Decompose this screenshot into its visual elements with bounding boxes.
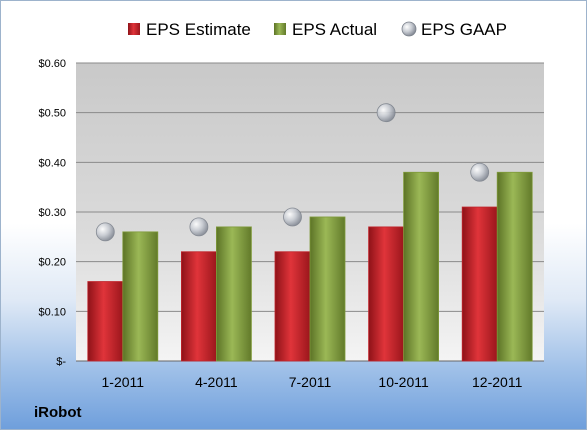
- legend-eps-actual-swatch: [274, 23, 286, 35]
- y-tick-label: $0.40: [38, 157, 66, 169]
- legend: EPS Estimate EPS Actual EPS GAAP: [128, 20, 507, 39]
- eps-gaap-marker: [283, 207, 302, 227]
- bars: [87, 171, 533, 362]
- y-tick-label: $0.30: [38, 207, 66, 219]
- eps-actual-bar: [403, 171, 440, 362]
- x-tick-label: 4-2011: [195, 374, 238, 390]
- eps-gaap-marker: [470, 162, 490, 182]
- eps-gaap-marker: [376, 103, 396, 123]
- eps-estimate-bar: [274, 251, 311, 362]
- x-tick-label: 10-2011: [378, 374, 429, 390]
- eps-actual-bar: [309, 216, 346, 362]
- y-tick-label: $0.10: [38, 306, 66, 318]
- eps-estimate-bar: [180, 251, 217, 362]
- legend-eps-actual: EPS Actual: [274, 20, 377, 39]
- x-tick-label: 1-2011: [102, 374, 145, 390]
- eps-actual-bar: [215, 226, 252, 362]
- y-tick-label: $0.60: [38, 58, 66, 70]
- x-axis: 1-2011 4-2011 7-2011 10-2011 12-2011: [102, 374, 523, 390]
- eps-gaap-marker: [189, 217, 209, 237]
- y-tick-label: $0.20: [38, 257, 66, 269]
- legend-eps-estimate: EPS Estimate: [128, 20, 251, 39]
- eps-estimate-bar: [368, 226, 405, 362]
- x-tick-label: 7-2011: [289, 374, 332, 390]
- legend-eps-estimate-label: EPS Estimate: [146, 20, 251, 39]
- x-tick-label: 12-2011: [472, 374, 523, 390]
- legend-eps-estimate-swatch: [128, 23, 140, 35]
- legend-eps-gaap-label: EPS GAAP: [421, 20, 507, 39]
- legend-eps-gaap-swatch: [401, 21, 417, 37]
- y-tick-label: $-: [56, 356, 66, 368]
- y-tick-label: $0.50: [38, 108, 66, 120]
- gaap-markers: [95, 103, 490, 242]
- eps-estimate-bar: [461, 206, 498, 362]
- eps-estimate-bar: [87, 281, 124, 362]
- legend-eps-actual-label: EPS Actual: [292, 20, 377, 39]
- legend-eps-gaap: EPS GAAP: [401, 20, 507, 39]
- eps-actual-bar: [122, 231, 159, 362]
- company-label: iRobot: [34, 404, 81, 421]
- eps-actual-bar: [496, 171, 533, 362]
- eps-gaap-marker: [95, 222, 115, 242]
